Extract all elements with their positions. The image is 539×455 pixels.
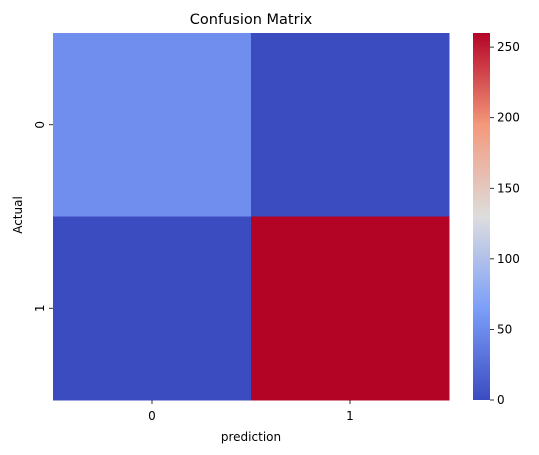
colorbar xyxy=(473,33,490,400)
x-axis-label: prediction xyxy=(221,430,281,444)
colorbar-tick-label: 250 xyxy=(497,40,520,54)
x-tick-label: 0 xyxy=(148,409,156,423)
x-tick-label: 1 xyxy=(346,409,354,423)
colorbar-tick-label: 50 xyxy=(497,322,512,336)
colorbar-ticks: 0 50 100 150 200 250 xyxy=(490,40,520,407)
heatmap-cell-0-1 xyxy=(251,33,450,217)
heatmap-cell-1-1 xyxy=(251,216,450,401)
heatmap-cell-0-0 xyxy=(53,33,252,217)
colorbar-tick-label: 100 xyxy=(497,252,520,266)
colorbar-tick-label: 0 xyxy=(497,393,505,407)
y-tick-label: 0 xyxy=(33,121,47,129)
y-axis-ticks: 01 xyxy=(33,121,53,312)
y-tick-label: 1 xyxy=(33,304,47,312)
heatmap-cell-1-0 xyxy=(53,216,252,401)
colorbar-tick-label: 200 xyxy=(497,111,520,125)
colorbar-tick-label: 150 xyxy=(497,181,520,195)
y-axis-label: Actual xyxy=(11,196,25,234)
heatmap-cells xyxy=(53,33,450,401)
chart-title: Confusion Matrix xyxy=(190,12,313,28)
